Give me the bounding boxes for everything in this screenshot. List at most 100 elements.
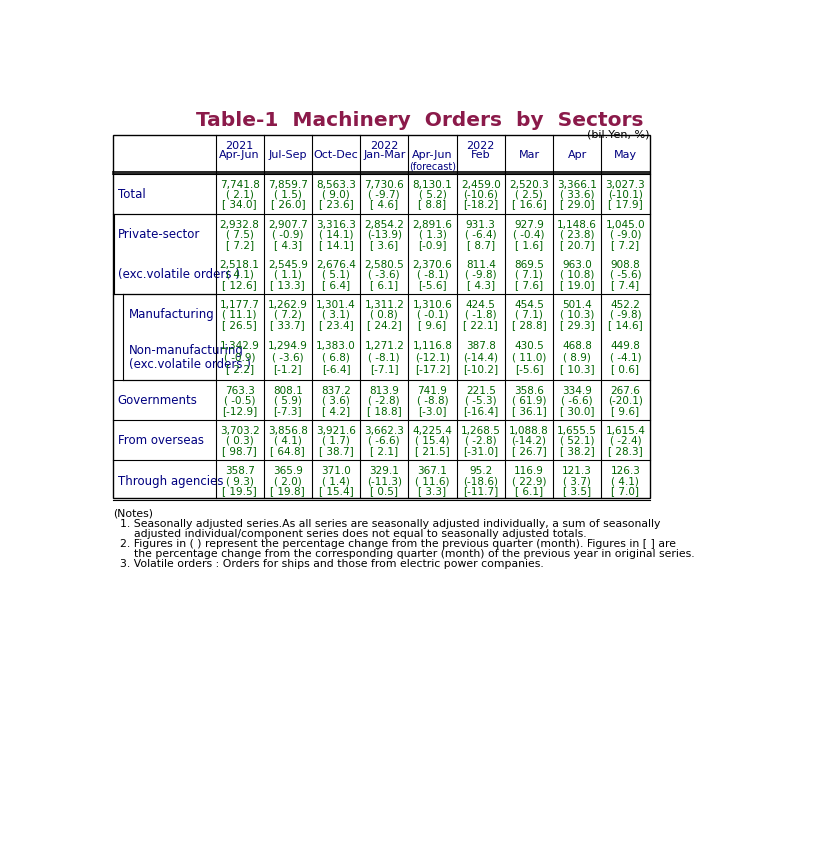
Text: 365.9: 365.9 (273, 465, 303, 475)
Text: ( -9.8): ( -9.8) (465, 269, 496, 279)
Text: Apr: Apr (568, 149, 587, 160)
Text: [ 98.7]: [ 98.7] (222, 446, 257, 456)
Text: [ 64.8]: [ 64.8] (270, 446, 305, 456)
Text: 1,615.4: 1,615.4 (605, 425, 645, 436)
Text: 2,932.8: 2,932.8 (219, 219, 260, 230)
Text: (-12.1): (-12.1) (415, 353, 450, 362)
Text: [-5.6]: [-5.6] (419, 279, 447, 289)
Text: ( -9.8): ( -9.8) (609, 309, 641, 319)
Text: 7,730.6: 7,730.6 (364, 179, 405, 189)
Text: ( 10.3): ( 10.3) (560, 309, 595, 319)
Text: 7,859.7: 7,859.7 (268, 179, 308, 189)
Text: 2,518.1: 2,518.1 (219, 259, 260, 269)
Text: [ 19.5]: [ 19.5] (222, 485, 257, 495)
Text: [-5.6]: [-5.6] (514, 364, 543, 374)
Text: [ 29.3]: [ 29.3] (560, 319, 595, 329)
Text: [-7.1]: [-7.1] (370, 364, 399, 374)
Text: [ 36.1]: [ 36.1] (512, 405, 546, 415)
Text: 3,027.3: 3,027.3 (605, 179, 645, 189)
Text: [ 23.4]: [ 23.4] (319, 319, 354, 329)
Text: [ 7.0]: [ 7.0] (612, 485, 640, 495)
Text: 808.1: 808.1 (273, 386, 303, 396)
Text: Jan-Mar: Jan-Mar (363, 149, 405, 160)
Text: [ 9.6]: [ 9.6] (419, 319, 446, 329)
Text: [ 26.7]: [ 26.7] (512, 446, 546, 456)
Text: [ 6.1]: [ 6.1] (370, 279, 398, 289)
Text: ( 1.7): ( 1.7) (322, 436, 350, 446)
Text: 1,294.9: 1,294.9 (268, 341, 308, 351)
Text: ( -8.1): ( -8.1) (369, 353, 400, 362)
Text: ( 4.1): ( 4.1) (274, 436, 301, 446)
Text: Through agencies: Through agencies (118, 474, 224, 487)
Text: ( 9.3): ( 9.3) (226, 475, 254, 485)
Text: 121.3: 121.3 (563, 465, 592, 475)
Text: (-13.9): (-13.9) (367, 230, 402, 240)
Text: 1,271.2: 1,271.2 (364, 341, 405, 351)
Text: 3,316.3: 3,316.3 (316, 219, 356, 230)
Text: [ 23.6]: [ 23.6] (319, 199, 354, 209)
Text: 869.5: 869.5 (514, 259, 544, 269)
Text: ( -0.1): ( -0.1) (417, 309, 448, 319)
Text: [-1.2]: [-1.2] (274, 364, 302, 374)
Text: (forecast): (forecast) (409, 161, 456, 171)
Text: [ 8.8]: [ 8.8] (419, 199, 446, 209)
Text: ( -3.6): ( -3.6) (272, 353, 304, 362)
Text: 387.8: 387.8 (466, 341, 495, 351)
Text: 1,310.6: 1,310.6 (413, 300, 452, 309)
Text: ( -8.8): ( -8.8) (417, 396, 448, 405)
Text: (-20.1): (-20.1) (608, 396, 643, 405)
Text: adjusted individual/component series does not equal to seasonally adjusted total: adjusted individual/component series doe… (113, 528, 587, 538)
Text: [ 33.7]: [ 33.7] (270, 319, 305, 329)
Text: ( -8.1): ( -8.1) (417, 269, 448, 279)
Text: 1,116.8: 1,116.8 (413, 341, 452, 351)
Text: [ 4.3]: [ 4.3] (274, 240, 302, 249)
Text: ( -5.6): ( -5.6) (609, 269, 641, 279)
Text: 424.5: 424.5 (466, 300, 495, 309)
Text: 4,225.4: 4,225.4 (413, 425, 452, 436)
Text: 126.3: 126.3 (610, 465, 640, 475)
Text: [-17.2]: [-17.2] (415, 364, 450, 374)
Text: ( 22.9): ( 22.9) (512, 475, 546, 485)
Text: ( -4.1): ( -4.1) (609, 353, 641, 362)
Text: [-10.2]: [-10.2] (464, 364, 498, 374)
Text: [ 22.1]: [ 22.1] (464, 319, 498, 329)
Text: (-14.2): (-14.2) (512, 436, 546, 446)
Text: 1,268.5: 1,268.5 (461, 425, 500, 436)
Text: 454.5: 454.5 (514, 300, 544, 309)
Text: ( 0.8): ( 0.8) (370, 309, 398, 319)
Text: [ 20.7]: [ 20.7] (560, 240, 595, 249)
Text: ( 7.5): ( 7.5) (226, 230, 254, 240)
Text: 1,045.0: 1,045.0 (605, 219, 645, 230)
Text: ( 61.9): ( 61.9) (512, 396, 546, 405)
Text: ( 9.0): ( 9.0) (322, 189, 350, 199)
Text: ( 1.3): ( 1.3) (419, 230, 446, 240)
Text: [ 38.2]: [ 38.2] (560, 446, 595, 456)
Text: ( 7.1): ( 7.1) (515, 309, 543, 319)
Text: [-16.4]: [-16.4] (463, 405, 499, 415)
Text: ( 2.5): ( 2.5) (515, 189, 543, 199)
Text: [-0.9]: [-0.9] (419, 240, 447, 249)
Text: 927.9: 927.9 (514, 219, 544, 230)
Text: (exc.volatile orders ): (exc.volatile orders ) (118, 268, 240, 281)
Text: 7,741.8: 7,741.8 (219, 179, 260, 189)
Text: [ 21.5]: [ 21.5] (415, 446, 450, 456)
Text: ( 5.2): ( 5.2) (419, 189, 446, 199)
Text: ( 4.1): ( 4.1) (612, 475, 640, 485)
Text: 371.0: 371.0 (321, 465, 351, 475)
Text: 358.7: 358.7 (224, 465, 255, 475)
Text: Total: Total (118, 188, 146, 201)
Text: [ 28.3]: [ 28.3] (608, 446, 643, 456)
Text: ( 15.4): ( 15.4) (415, 436, 450, 446)
Text: ( 11.6): ( 11.6) (415, 475, 450, 485)
Text: Apr-Jun: Apr-Jun (219, 149, 260, 160)
Text: [ 7.2]: [ 7.2] (611, 240, 640, 249)
Text: [ 30.0]: [ 30.0] (560, 405, 595, 415)
Text: 811.4: 811.4 (466, 259, 495, 269)
Text: [ 14.6]: [ 14.6] (608, 319, 643, 329)
Text: ( -6.4): ( -6.4) (465, 230, 496, 240)
Text: 1,655.5: 1,655.5 (557, 425, 597, 436)
Text: [ 17.9]: [ 17.9] (608, 199, 643, 209)
Text: 2. Figures in ( ) represent the percentage change from the previous quarter (mon: 2. Figures in ( ) represent the percenta… (113, 538, 676, 548)
Text: [ 4.3]: [ 4.3] (467, 279, 495, 289)
Text: [ 7.4]: [ 7.4] (611, 279, 640, 289)
